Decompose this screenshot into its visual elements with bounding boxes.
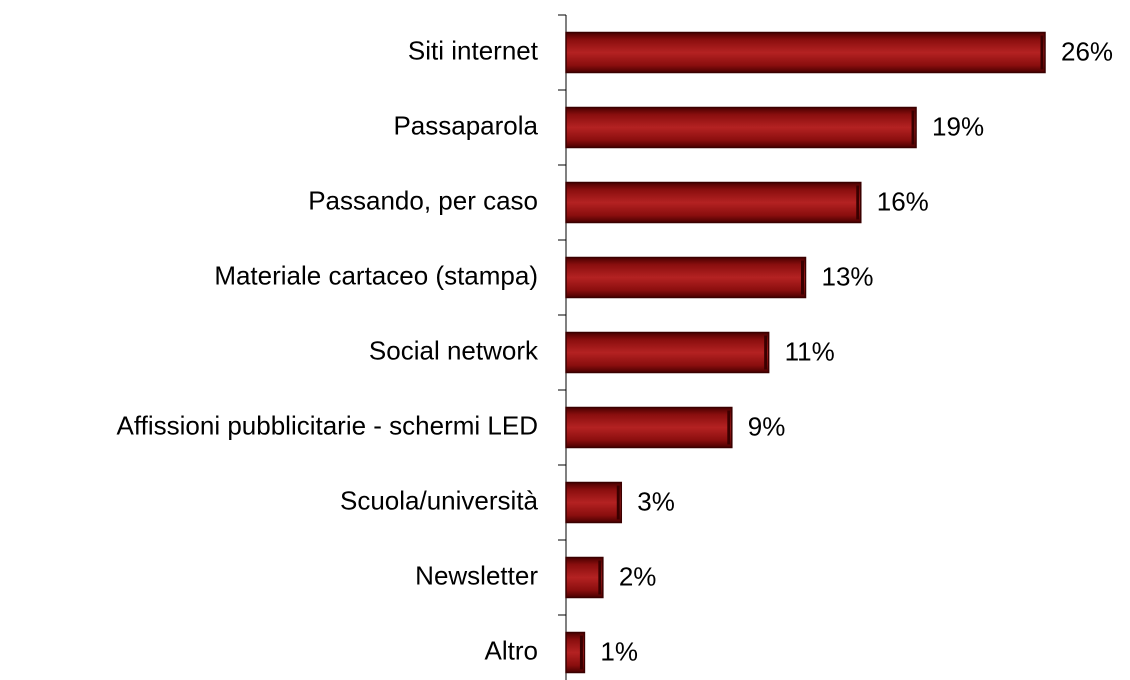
value-label: 13% <box>822 261 874 291</box>
value-label: 16% <box>877 186 929 216</box>
bar <box>565 406 733 449</box>
category-label: Scuola/università <box>340 485 539 515</box>
category-label: Newsletter <box>415 560 538 590</box>
value-label: 19% <box>932 111 984 141</box>
bar <box>565 181 862 224</box>
value-label: 1% <box>600 636 638 666</box>
bar <box>565 331 770 374</box>
category-label: Altro <box>485 635 538 665</box>
category-label: Siti internet <box>408 35 539 65</box>
bar <box>565 256 807 299</box>
category-label: Materiale cartaceo (stampa) <box>214 260 538 290</box>
bar <box>565 481 623 524</box>
value-label: 2% <box>619 561 657 591</box>
bar <box>565 31 1046 74</box>
category-label: Social network <box>369 335 539 365</box>
category-label: Affissioni pubblicitarie - schermi LED <box>117 410 538 440</box>
category-label: Passando, per caso <box>308 185 538 215</box>
bar <box>565 106 917 149</box>
bar <box>565 631 586 674</box>
category-label: Passaparola <box>393 110 538 140</box>
value-label: 3% <box>637 486 675 516</box>
bar <box>565 556 604 599</box>
value-label: 11% <box>785 336 835 366</box>
value-label: 26% <box>1061 36 1113 66</box>
value-label: 9% <box>748 411 786 441</box>
